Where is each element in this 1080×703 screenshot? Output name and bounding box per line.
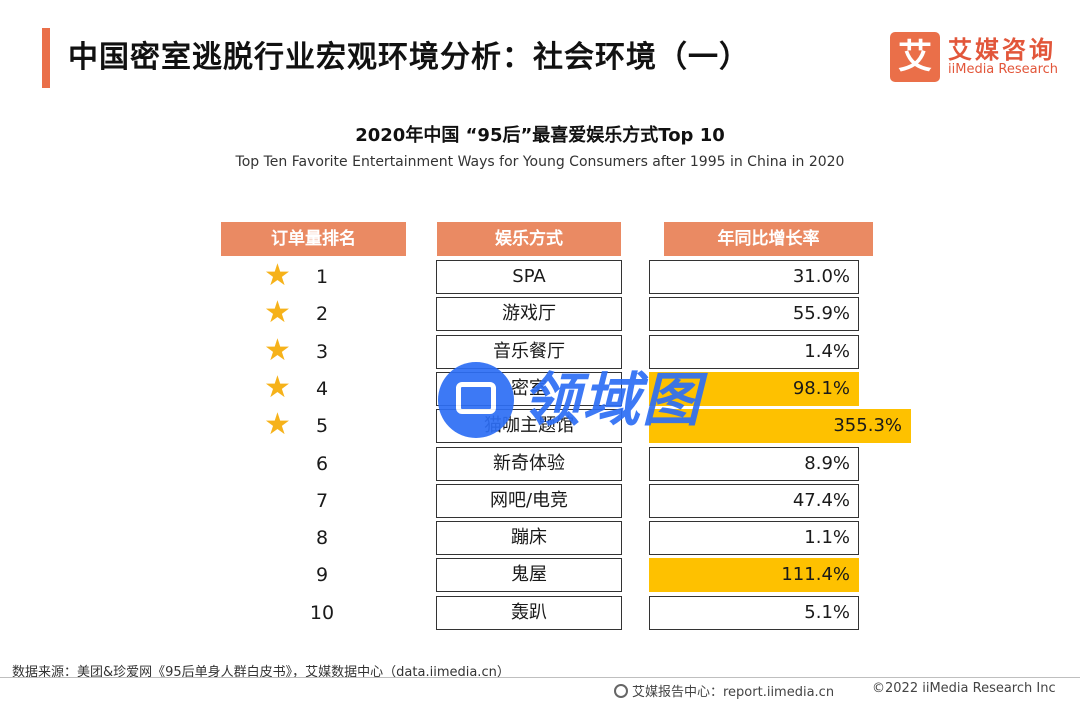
entertainment-name: 蹦床 — [436, 521, 622, 556]
entertainment-name: SPA — [436, 260, 622, 294]
growth-rate-value: 1.4% — [804, 340, 850, 362]
entertainment-name: 鬼屋 — [436, 558, 622, 593]
growth-rate-cell — [649, 521, 859, 556]
footer-report-link[interactable]: 艾媒报告中心：report.iimedia.cn — [614, 681, 834, 700]
logo-english-name: iiMedia Research — [948, 62, 1059, 77]
growth-rate-value: 111.4% — [781, 564, 850, 586]
table-row: 8 蹦床 1.1% — [0, 521, 1080, 556]
rank-number: 9 — [315, 564, 329, 587]
logo-chinese-name: 艾媒咨询 — [948, 36, 1056, 64]
rank-number: 6 — [315, 452, 329, 475]
table-row: 9 鬼屋 111.4% — [0, 558, 1080, 593]
rank-number: 8 — [315, 527, 329, 550]
table-row: 10 轰趴 5.1% — [0, 595, 1080, 630]
table-row: 7 网吧/电竞 47.4% — [0, 483, 1080, 518]
rank-number: 10 — [309, 601, 335, 624]
growth-rate-value: 98.1% — [792, 377, 850, 399]
globe-icon — [614, 684, 628, 698]
growth-rate-value: 355.3% — [833, 415, 902, 437]
growth-rate-cell — [649, 446, 859, 481]
star-icon: ★ — [264, 258, 291, 293]
rank-number: 5 — [315, 415, 329, 438]
table-row: ★ 2 游戏厅 55.9% — [0, 295, 1080, 332]
entertainment-name: 轰趴 — [436, 595, 622, 630]
star-icon: ★ — [264, 369, 291, 405]
rank-number: 2 — [315, 303, 329, 326]
growth-rate-cell — [649, 483, 859, 518]
growth-rate-value: 5.1% — [804, 601, 850, 623]
entertainment-name: 网吧/电竞 — [436, 483, 622, 518]
footer-divider — [0, 677, 1080, 678]
watermark: 领域图 — [438, 362, 758, 442]
table-row: ★ 1 SPA 31.0% — [0, 260, 1080, 294]
growth-rate-highlight — [649, 409, 911, 444]
rank-number: 1 — [315, 266, 329, 288]
star-icon: ★ — [264, 407, 291, 443]
brand-logo: 艾 艾媒咨询 iiMedia Research — [888, 30, 1068, 82]
growth-rate-cell — [649, 297, 859, 332]
chart-title: 2020年中国 “95后”最喜爱娱乐方式Top 10 — [355, 125, 725, 146]
column-header-entertainment: 娱乐方式 — [437, 222, 621, 256]
brand-logo-icon — [438, 362, 514, 438]
column-header-rank: 订单量排名 — [221, 222, 406, 256]
star-icon: ★ — [264, 332, 291, 368]
growth-rate-cell — [649, 334, 859, 369]
growth-rate-value: 55.9% — [792, 303, 850, 325]
title-accent-bar — [42, 28, 50, 88]
column-header-growth-rate: 年同比增长率 — [664, 222, 873, 256]
table-row: 6 新奇体验 8.9% — [0, 446, 1080, 481]
footer-report-text: 艾媒报告中心：report.iimedia.cn — [632, 685, 835, 700]
growth-rate-cell — [649, 260, 859, 294]
entertainment-name: 新奇体验 — [436, 446, 622, 481]
growth-rate-value: 31.0% — [792, 266, 850, 287]
rank-number: 4 — [315, 377, 329, 400]
rank-number: 3 — [315, 340, 329, 363]
growth-rate-value: 8.9% — [804, 452, 850, 474]
entertainment-name: 游戏厅 — [436, 297, 622, 332]
growth-rate-value: 47.4% — [792, 489, 850, 511]
logo-mark-icon: 艾 — [890, 32, 940, 82]
growth-rate-highlight — [649, 371, 859, 406]
footer-copyright: ©2022 iiMedia Research Inc — [872, 681, 1056, 696]
growth-rate-cell — [649, 595, 859, 630]
data-source-note: 数据来源：美团&珍爱网《95后单身人群白皮书》，艾媒数据中心（data.iime… — [12, 665, 510, 680]
growth-rate-value: 1.1% — [804, 527, 850, 549]
rank-number: 7 — [315, 489, 329, 512]
growth-rate-highlight — [649, 558, 859, 593]
table-row: ★ 5 猫咖主题馆 355.3% — [0, 407, 1080, 444]
watermark-text: 领域图 — [522, 366, 703, 434]
chart-subtitle: Top Ten Favorite Entertainment Ways for … — [235, 154, 845, 170]
star-icon: ★ — [264, 295, 291, 331]
page-title: 中国密室逃脱行业宏观环境分析：社会环境（一） — [68, 40, 750, 75]
